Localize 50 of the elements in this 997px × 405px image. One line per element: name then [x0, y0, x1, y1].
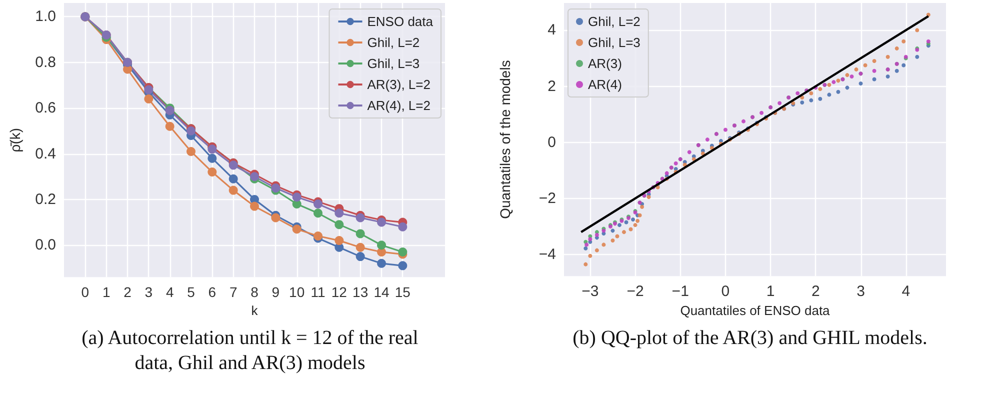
x-tick-label: 3	[144, 284, 153, 300]
x-tick-label: 7	[229, 284, 238, 300]
y-axis-title: ρ̄(k)	[7, 128, 23, 152]
legend-label: Ghil, L=2	[367, 35, 420, 50]
x-tick-label: 14	[374, 284, 390, 300]
x-tick-label: 10	[289, 284, 305, 300]
x-axis-title: k	[251, 303, 258, 318]
x-tick-label: 3	[856, 283, 865, 300]
x-tick-label: 0	[721, 283, 730, 300]
legend-label: AR(4), L=2	[367, 98, 430, 113]
x-tick-label: −3	[582, 283, 599, 300]
y-tick-label: 1.0	[35, 8, 56, 26]
y-tick-label: 0.0	[35, 236, 56, 254]
x-tick-label: 5	[187, 284, 196, 300]
x-tick-label: 9	[272, 284, 280, 300]
legend-label: AR(4)	[588, 77, 622, 92]
legend-label: AR(3)	[588, 56, 622, 71]
x-tick-label: 2	[811, 283, 820, 300]
x-tick-label: 1	[766, 283, 775, 300]
x-tick-label: 11	[310, 284, 326, 300]
y-tick-label: −2	[538, 190, 556, 207]
legend-label: Ghil, L=2	[588, 14, 640, 29]
text: (b) QQ-plot of the AR(3) and GHIL models.	[572, 326, 928, 351]
x-tick-label: 4	[902, 283, 910, 300]
y-tick-label: 4	[548, 22, 556, 39]
y-axis-title: Quantatiles of the models	[497, 60, 513, 219]
x-tick-label: 8	[250, 284, 259, 300]
y-tick-label: 2	[548, 78, 556, 95]
text: (a) Autocorrelation until k = 12 of the real data, Ghil and AR(3) models	[80, 326, 420, 376]
legend-label: AR(3), L=2	[367, 77, 430, 92]
y-tick-label: 0.8	[35, 54, 56, 71]
x-tick-label: −1	[672, 283, 689, 300]
x-tick-label: 13	[352, 284, 368, 300]
y-tick-label: 0.2	[35, 190, 56, 208]
x-tick-label: 1	[102, 284, 110, 300]
legend-label: Ghil, L=3	[367, 56, 420, 71]
x-tick-label: −2	[626, 283, 644, 300]
x-tick-label: 4	[166, 284, 174, 300]
x-tick-label: 15	[394, 284, 411, 300]
x-tick-label: 0	[81, 284, 90, 300]
y-tick-label: 0.4	[35, 145, 56, 162]
y-tick-label: −4	[538, 246, 556, 264]
x-tick-label: 2	[124, 284, 132, 300]
x-axis-title: Quantatiles of ENSO data	[680, 303, 831, 318]
y-tick-label: 0.6	[35, 100, 56, 117]
x-tick-label: 12	[331, 284, 348, 300]
y-tick-label: 0	[548, 134, 556, 151]
legend-label: ENSO data	[367, 14, 434, 29]
x-tick-label: 6	[208, 284, 216, 300]
legend-label: Ghil, L=3	[588, 35, 640, 50]
